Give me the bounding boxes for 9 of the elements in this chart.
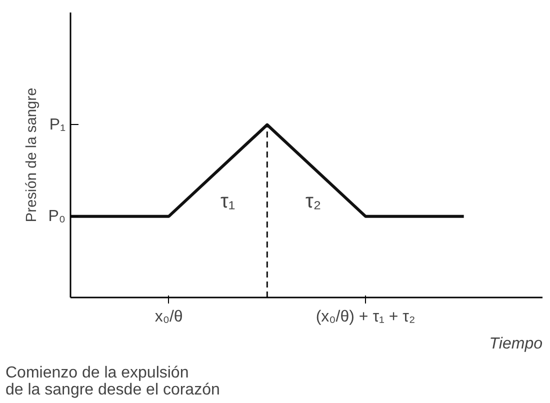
annotation: τ₂ bbox=[306, 190, 322, 212]
x-tick-label: (x₀/θ) + τ₁ + τ₂ bbox=[316, 308, 416, 326]
y-axis-title: Presión de la sangre bbox=[24, 88, 40, 222]
text: Comienzo de la expulsión de la sangre desde el corazón bbox=[6, 364, 220, 398]
x-axis-title: Tiempo bbox=[489, 336, 543, 352]
text: P₁ bbox=[49, 116, 66, 134]
x-tick-label: x₀/θ bbox=[154, 308, 183, 326]
annotation: τ₁ bbox=[220, 190, 236, 212]
text: P₀ bbox=[48, 208, 66, 225]
